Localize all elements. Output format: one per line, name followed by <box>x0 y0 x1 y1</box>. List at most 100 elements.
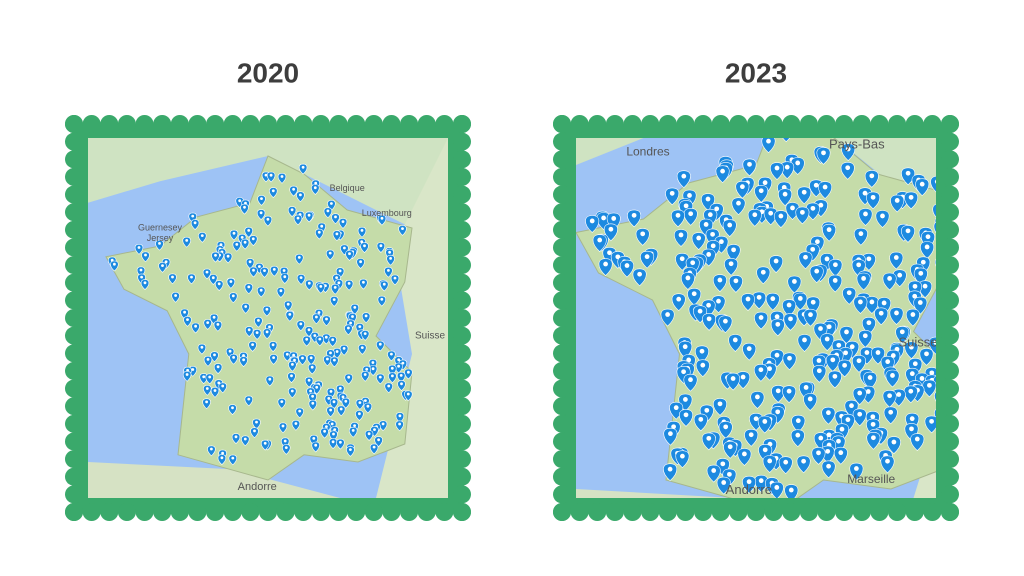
frame-scallop <box>100 115 119 133</box>
pin-dot <box>839 426 845 432</box>
pin-dot <box>864 350 870 355</box>
pin-dot <box>714 206 720 212</box>
pin-dot <box>259 288 263 292</box>
pin-dot <box>896 392 902 397</box>
pin-body <box>782 352 797 371</box>
pin-dot <box>324 335 328 339</box>
pin-body <box>377 295 387 307</box>
pin <box>203 319 212 330</box>
pin-dot <box>795 432 801 438</box>
pin <box>239 356 248 368</box>
frame-scallop <box>941 132 959 151</box>
frame-scallop <box>82 503 101 521</box>
pin <box>202 398 211 410</box>
pin <box>663 427 678 446</box>
pin-dot <box>836 438 841 444</box>
pin-body <box>818 181 833 200</box>
pin-body <box>228 454 238 466</box>
pin-dot <box>818 202 824 208</box>
pin-dot <box>200 345 204 349</box>
pin <box>358 344 367 355</box>
pin-body <box>796 455 811 474</box>
pin-dot <box>909 426 914 432</box>
frame-scallop <box>941 485 959 504</box>
pin-dot <box>407 370 410 374</box>
pin-dot <box>767 366 772 372</box>
pin-dot <box>301 165 305 169</box>
frame-scallop <box>435 115 454 133</box>
pin-dot <box>268 377 272 381</box>
frame-scallop <box>941 220 959 239</box>
pin-body <box>756 266 771 285</box>
pin-body <box>841 143 856 162</box>
pin-dot <box>387 384 391 388</box>
pin-dot <box>234 435 238 439</box>
pin-dot <box>631 212 637 218</box>
pin <box>901 225 915 243</box>
pin <box>344 324 353 336</box>
pin-dot <box>113 262 116 266</box>
pin-body <box>724 257 739 276</box>
pin-dot <box>772 108 777 113</box>
pin-body <box>203 319 212 330</box>
pin-body <box>203 355 213 367</box>
pin-dot <box>290 374 293 378</box>
pin <box>761 138 776 154</box>
frame-scallop <box>553 273 571 292</box>
pin-body <box>191 322 200 334</box>
frame-scallop <box>941 309 959 327</box>
pin-dot <box>364 399 367 402</box>
pin-body <box>880 455 895 474</box>
pin-dot <box>317 230 321 234</box>
pin-dot <box>687 193 692 198</box>
pin-dot <box>875 350 881 355</box>
pin-dot <box>226 254 230 258</box>
pin-dot <box>918 270 924 276</box>
pin-body <box>265 375 275 387</box>
pin-dot <box>390 366 394 370</box>
pin-dot <box>398 414 402 418</box>
pin-dot <box>893 255 899 260</box>
frame-scallop <box>417 503 436 521</box>
pin-dot <box>329 390 333 393</box>
frame-scallop <box>782 115 801 133</box>
pin-body <box>858 208 873 226</box>
map: Londres Pays-Bas Suisse Andorre Marseille <box>576 108 936 498</box>
pin-dot <box>313 334 317 337</box>
frame-scallop <box>65 379 83 398</box>
frame-scallop <box>588 503 607 521</box>
pin-dot <box>319 285 323 288</box>
frame-scallop <box>570 115 589 133</box>
pin-dot <box>265 307 269 311</box>
pin <box>288 360 297 372</box>
pin-body <box>346 446 355 457</box>
pin-body <box>262 305 272 317</box>
pin-body <box>726 244 741 262</box>
pin-dot <box>359 260 362 264</box>
pin-dot <box>748 432 754 438</box>
pin-body <box>678 340 693 359</box>
pin-dot <box>719 239 724 245</box>
pin-dot <box>243 205 246 209</box>
pin <box>395 420 404 432</box>
pin-body <box>753 363 768 382</box>
pin-body <box>797 186 812 205</box>
frame-scallop <box>153 115 172 133</box>
pin-dot <box>675 212 681 218</box>
frame-scallop <box>676 115 695 133</box>
frame-scallop <box>276 503 295 521</box>
pin <box>226 277 236 289</box>
pin-dot <box>723 318 728 324</box>
pin <box>863 371 878 390</box>
pin <box>332 347 342 359</box>
pin-body <box>797 334 812 352</box>
pin-body <box>632 268 647 287</box>
pin-body <box>803 308 818 327</box>
pin-dot <box>929 418 934 424</box>
pin-dot <box>228 349 232 353</box>
pin-body <box>863 371 878 390</box>
pin-dot <box>927 382 932 388</box>
frame-scallop <box>553 220 571 239</box>
pin-dot <box>758 188 764 194</box>
pin-body <box>713 398 727 416</box>
